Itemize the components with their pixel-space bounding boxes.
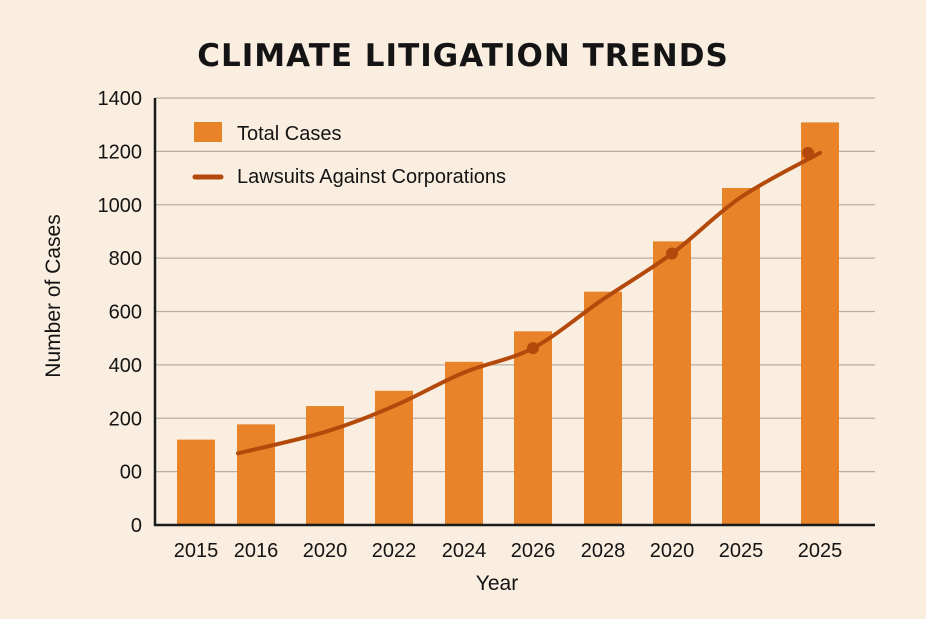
- x-tick-label: 2022: [372, 540, 417, 562]
- x-tick-label: 2024: [442, 540, 487, 562]
- line-marker-2020: [666, 247, 678, 260]
- y-axis-label: Number of Cases: [42, 214, 65, 377]
- y-tick-label: 0: [131, 515, 142, 537]
- x-tick-label: 2026: [511, 540, 556, 562]
- y-tick-label: 800: [109, 248, 142, 270]
- y-tick-label: 1200: [98, 141, 143, 163]
- x-tick-label: 2015: [174, 540, 219, 562]
- y-tick-label: 00: [120, 462, 142, 484]
- legend: Total Cases Lawsuits Against Corporation…: [192, 122, 506, 188]
- y-tick-label: 1000: [98, 195, 143, 217]
- x-tick-label: 2020: [650, 540, 695, 562]
- y-tick-label: 400: [109, 355, 142, 377]
- x-tick-label: 2016: [234, 540, 279, 562]
- y-tick-label: 200: [109, 408, 142, 430]
- line-marker-2025: [802, 146, 814, 159]
- y-tick-label: 600: [109, 302, 142, 324]
- bar-2016: [237, 424, 275, 525]
- bar-2024: [445, 361, 483, 525]
- bar-series: [177, 122, 839, 526]
- legend-label-total-cases: Total Cases: [237, 123, 342, 145]
- legend-label-lawsuits: Lawsuits Against Corporations: [237, 166, 506, 188]
- bar-2026: [514, 331, 552, 525]
- line-series: [236, 146, 822, 456]
- bar-2020: [653, 241, 691, 525]
- x-axis-label: Year: [476, 572, 518, 595]
- x-tick-label: 2028: [581, 540, 626, 562]
- x-tick-label: 2020: [303, 540, 348, 562]
- bar-2025: [801, 122, 839, 526]
- bar-2025: [722, 187, 760, 525]
- bar-2020: [306, 406, 344, 525]
- bar-2015: [177, 439, 215, 525]
- x-tick-label: 2025: [798, 540, 843, 562]
- line-marker-2026: [527, 342, 539, 355]
- legend-swatch-total-cases: [194, 122, 222, 142]
- chart-title: CLIMATE LITIGATION TRENDS: [197, 38, 729, 74]
- y-tick-label: 1400: [98, 88, 143, 110]
- bar-2028: [584, 291, 622, 525]
- x-tick-labels: 2015 2016 2020 2022 2024 2026 2028 2020 2025 2025: [174, 540, 843, 562]
- x-tick-label: 2025: [719, 540, 764, 562]
